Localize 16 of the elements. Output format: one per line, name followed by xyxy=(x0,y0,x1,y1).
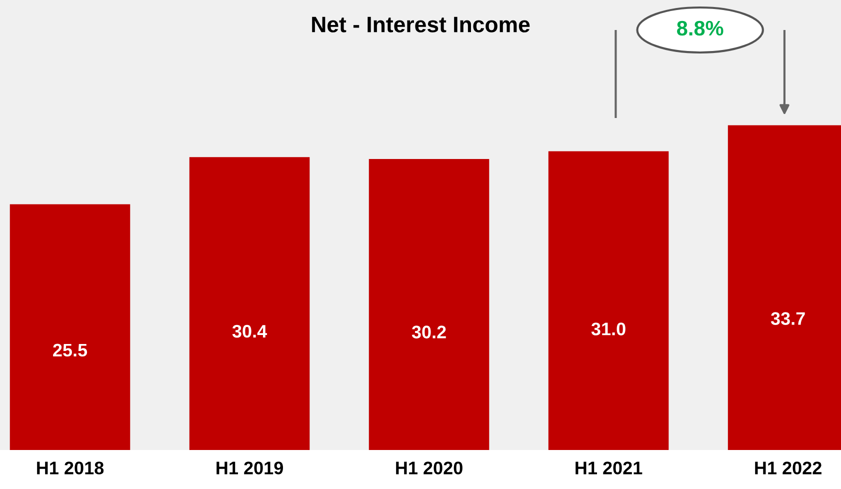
annotation: 8.8% xyxy=(677,20,724,36)
x-tick-label: H1 2019 xyxy=(216,462,283,474)
text: Net - Interest Income xyxy=(312,16,530,32)
data-label: 30.2 xyxy=(412,326,446,338)
x-tick-label: H1 2020 xyxy=(396,462,462,474)
data-label: 25.5 xyxy=(53,344,88,357)
data-label: 33.7 xyxy=(770,312,805,325)
bar xyxy=(368,158,490,450)
x-tick-label: H1 2022 xyxy=(755,462,822,474)
x-tick-label: H1 2018 xyxy=(37,462,104,474)
bar xyxy=(548,151,669,450)
data-label: 31.0 xyxy=(591,322,626,336)
bar xyxy=(189,157,310,450)
bar xyxy=(10,204,130,450)
data-label: 30.4 xyxy=(232,324,267,338)
x-tick-label: H1 2021 xyxy=(576,462,642,474)
